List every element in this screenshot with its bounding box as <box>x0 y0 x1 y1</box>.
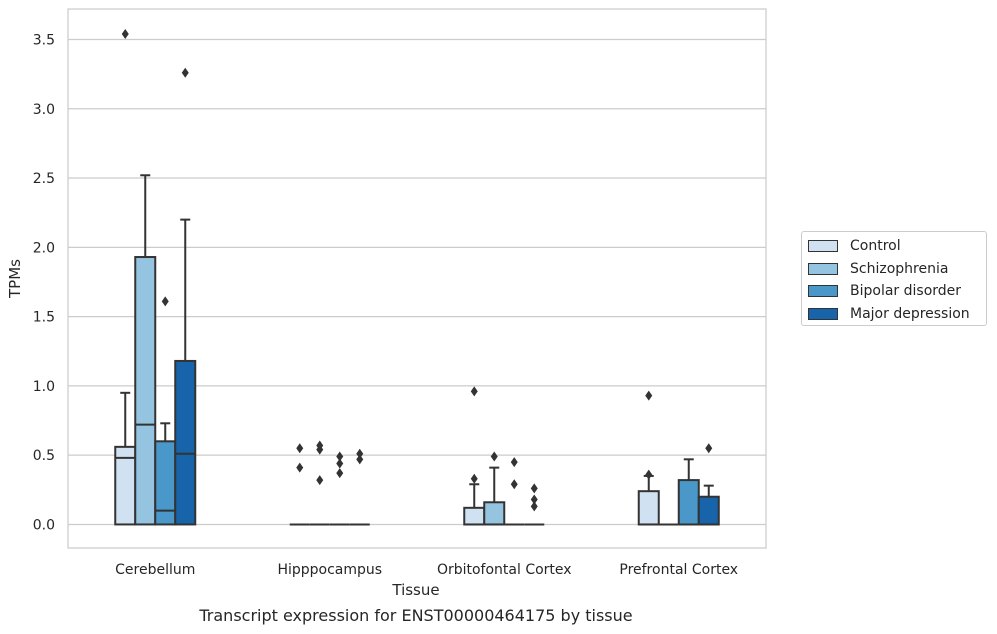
x-tick-labels: Cerebellum Hipppocampus Orbitofontal Corte… <box>115 562 738 578</box>
legend-item: Schizophrenia <box>808 258 980 281</box>
y-tick-label: 3.5 <box>33 32 55 48</box>
legend-item: Bipolar disorder <box>808 280 980 303</box>
outlier-point <box>530 483 538 494</box>
outlier-point <box>121 28 129 39</box>
chart-caption: Transcript expression for ENST0000046417… <box>199 606 633 625</box>
outlier-point <box>296 443 304 454</box>
plot-frame <box>67 8 767 549</box>
y-tick-label: 0.0 <box>33 517 55 533</box>
box-control <box>637 390 660 526</box>
outlier-point <box>356 448 364 459</box>
legend-swatch <box>808 285 838 298</box>
legend-label: Major depression <box>850 305 970 322</box>
legend-item: Control <box>808 235 980 258</box>
box-body <box>637 490 660 526</box>
outlier-point <box>296 462 304 473</box>
outlier-point <box>470 386 478 397</box>
outlier-point <box>161 296 169 307</box>
box-schizophrenia <box>134 174 157 526</box>
outlier-point <box>645 390 653 401</box>
x-axis-label: Tissue <box>391 581 439 599</box>
box-plots <box>114 28 720 526</box>
outlier-point <box>510 479 518 490</box>
outlier-point <box>530 494 538 505</box>
box-major-depression <box>349 448 370 526</box>
box-body <box>134 256 157 526</box>
y-tick-label: 1.0 <box>33 379 55 395</box>
outlier-point <box>490 451 498 462</box>
y-tick-labels: 0.0 0.5 1.0 1.5 2.0 2.5 3.0 3.5 <box>33 32 55 533</box>
box-major-depression <box>697 443 720 526</box>
outlier-point <box>510 457 518 468</box>
y-tick-label: 2.0 <box>33 240 55 256</box>
outlier-point <box>316 475 324 486</box>
box-schizophrenia <box>483 451 506 526</box>
box-control <box>463 386 486 526</box>
outlier-point <box>705 443 713 454</box>
legend-swatch <box>808 262 838 275</box>
box-major-depression <box>524 483 545 526</box>
y-tick-label: 2.5 <box>33 171 55 187</box>
y-tick-label: 0.5 <box>33 448 55 464</box>
x-tick-label: Hipppocampus <box>277 562 382 578</box>
box-body <box>483 501 506 526</box>
box-control <box>114 28 137 526</box>
box-body <box>154 440 177 526</box>
box-bipolar-disorder <box>504 457 525 526</box>
y-tick-label: 1.5 <box>33 310 55 326</box>
x-tick-label: Prefrontal Cortex <box>619 562 738 578</box>
box-major-depression <box>174 67 197 526</box>
outlier-point <box>181 67 189 78</box>
box-body <box>463 506 486 526</box>
box-schizophrenia <box>309 440 330 526</box>
box-body <box>174 359 197 526</box>
y-axis-label: TPMs <box>6 259 24 299</box>
legend-label: Control <box>850 238 901 255</box>
outlier-point <box>336 458 344 469</box>
outlier-point <box>645 469 653 480</box>
legend-swatch <box>808 240 838 253</box>
outlier-point <box>356 454 364 465</box>
x-tick-label: Orbitofontal Cortex <box>437 562 572 578</box>
legend: Control Schizophrenia Bipolar disorder Majo… <box>801 231 987 326</box>
box-bipolar-disorder <box>329 451 350 526</box>
legend-item: Major depression <box>808 303 980 326</box>
outlier-point <box>316 440 324 451</box>
box-bipolar-disorder <box>677 458 700 526</box>
box-control <box>289 443 310 526</box>
legend-label: Bipolar disorder <box>850 283 962 300</box>
box-body <box>697 495 720 526</box>
outlier-point <box>336 451 344 462</box>
legend-label: Schizophrenia <box>850 260 949 277</box>
outlier-point <box>336 468 344 479</box>
legend-swatch <box>808 307 838 320</box>
box-bipolar-disorder <box>154 296 177 526</box>
outlier-point <box>470 473 478 484</box>
outlier-point <box>530 501 538 512</box>
box-body <box>677 479 700 526</box>
x-tick-label: Cerebellum <box>115 562 195 578</box>
y-tick-label: 3.0 <box>33 102 55 118</box>
